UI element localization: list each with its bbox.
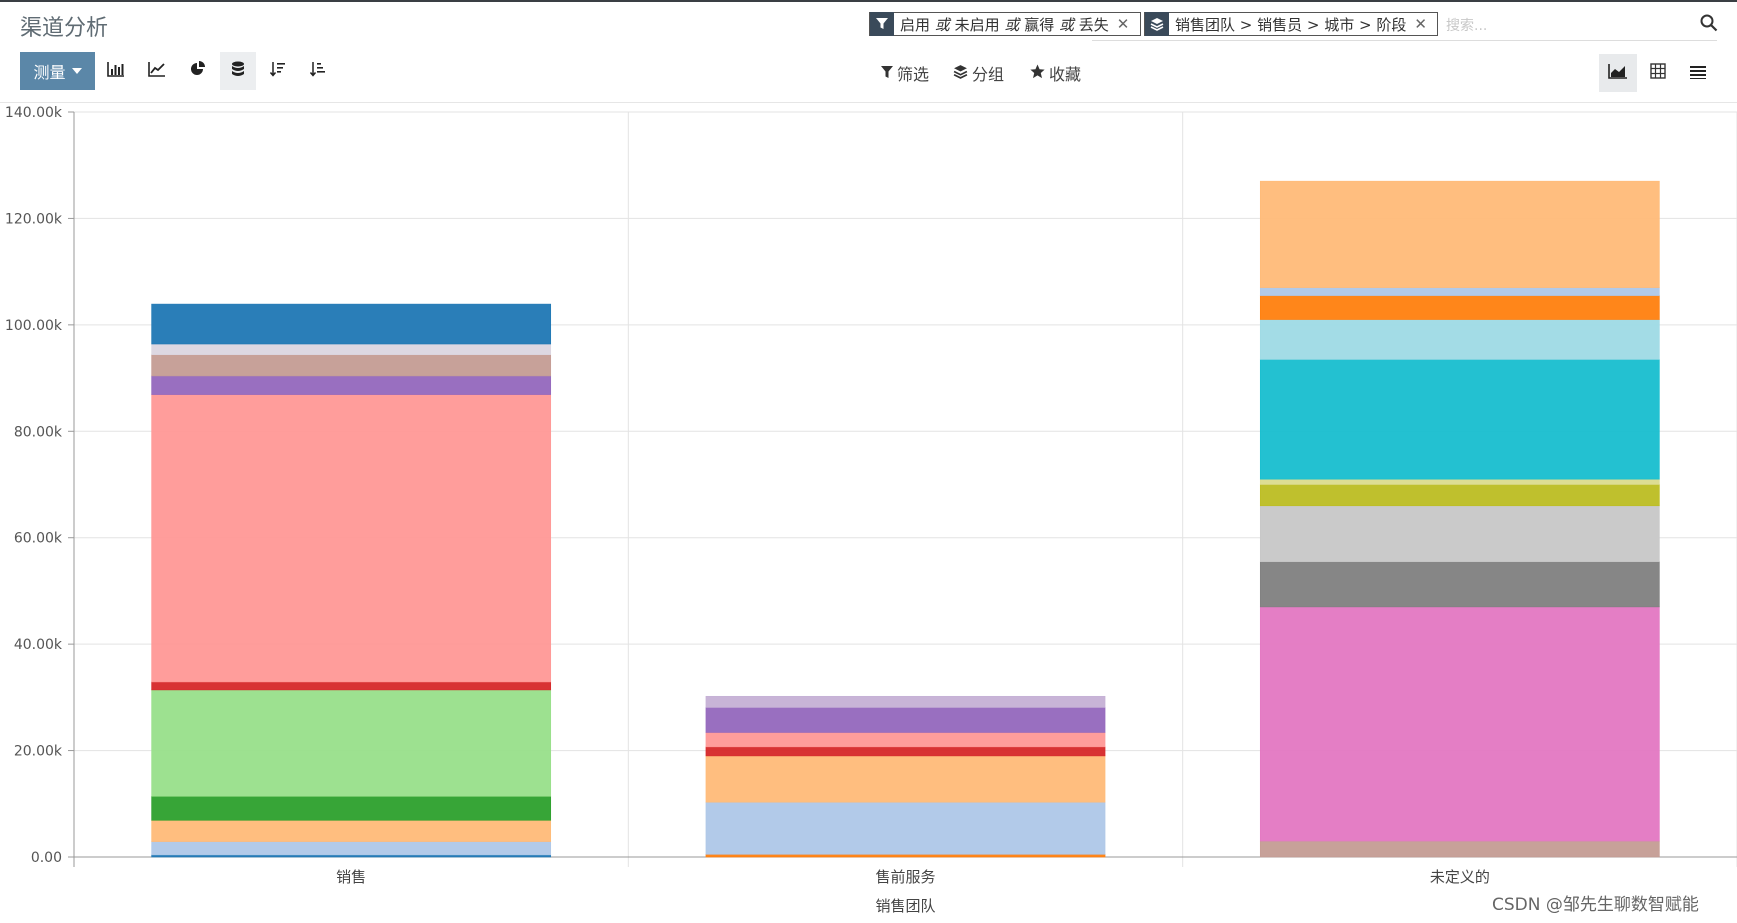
- bar-segment: [705, 732, 1106, 748]
- stacked-bar-chart: 0.00 20.00k 40.00k 60.00k 80.00k 100.00k 120.0…: [5, 105, 1737, 915]
- bar-segment: [1259, 606, 1660, 842]
- y-tick-label: 140.00k: [5, 105, 63, 121]
- x-tick-label: 未定义的: [1430, 868, 1490, 886]
- bar-segment: [151, 681, 552, 691]
- measure-dropdown-button[interactable]: 测量: [20, 52, 95, 90]
- list-view-icon: [1690, 64, 1706, 83]
- groupby-facet-text: 销售团队 > 销售员 > 城市 > 阶段: [1175, 15, 1407, 34]
- filter-icon: [881, 64, 893, 83]
- bar-segment: [151, 796, 552, 821]
- groupby-label: 分组: [972, 65, 1005, 84]
- y-tick-label: 60.00k: [14, 531, 63, 547]
- layers-icon: [1145, 12, 1169, 36]
- bar-segment: [1259, 319, 1660, 360]
- remove-groupby-facet-icon[interactable]: ✕: [1414, 15, 1427, 33]
- filters-label: 筛选: [897, 65, 930, 84]
- bar-chart-button[interactable]: [98, 52, 134, 90]
- sort-ascending-button[interactable]: [300, 52, 336, 90]
- toolbar-divider: [0, 102, 1737, 103]
- y-tick-label: 120.00k: [5, 211, 63, 227]
- pie-chart-button[interactable]: [180, 52, 216, 90]
- y-tick-label: 20.00k: [14, 744, 63, 760]
- page-title: 渠道分析: [20, 16, 109, 41]
- bar-segment: [1259, 359, 1660, 480]
- bar-segment: [705, 746, 1106, 757]
- bar-segment: [151, 354, 552, 377]
- star-icon: [1030, 63, 1045, 83]
- search-icon[interactable]: [1700, 14, 1718, 32]
- sort-asc-icon: [309, 61, 326, 81]
- bar-segment: [1259, 180, 1660, 288]
- bar-segment: [151, 375, 552, 395]
- groupby-facet[interactable]: 销售团队 > 销售员 > 城市 > 阶段 ✕: [1144, 12, 1438, 36]
- filters-button[interactable]: 筛选: [881, 62, 929, 84]
- favorites-button[interactable]: 收藏: [1030, 62, 1081, 84]
- bar-chart-icon: [107, 61, 125, 81]
- bar-segment: [151, 394, 552, 683]
- y-tick-label: 0.00: [31, 850, 62, 866]
- groupby-button[interactable]: 分组: [953, 62, 1004, 84]
- search-underline: [1092, 40, 1717, 41]
- remove-filter-facet-icon[interactable]: ✕: [1116, 15, 1130, 33]
- bar-segment: [705, 854, 1106, 858]
- bar-segment: [151, 689, 552, 797]
- sort-desc-icon: [269, 61, 286, 81]
- search-input[interactable]: [1444, 14, 1678, 38]
- bar-segment: [151, 303, 552, 345]
- bar-segment: [705, 755, 1106, 803]
- filter-facet[interactable]: 启用 或 未启用 或 赢得 或 丢失 ✕: [869, 12, 1141, 36]
- bar-segment: [1259, 840, 1660, 858]
- bar-segment: [1259, 484, 1660, 507]
- y-tick-label: 40.00k: [14, 637, 63, 653]
- bar-segment: [151, 854, 552, 858]
- x-tick-label: 售前服务: [875, 868, 935, 886]
- bar-segment: [1259, 561, 1660, 608]
- filter-icon: [870, 12, 894, 36]
- stacked-toggle-button[interactable]: [220, 52, 256, 90]
- line-chart-button[interactable]: [139, 52, 175, 90]
- stack-icon: [231, 61, 245, 81]
- bar-segment: [151, 841, 552, 856]
- sort-descending-button[interactable]: [260, 52, 296, 90]
- list-view-button[interactable]: [1679, 54, 1717, 92]
- bar-segment: [1259, 478, 1660, 485]
- bar-segment: [1259, 505, 1660, 562]
- bar-segment: [705, 801, 1106, 855]
- graph-view-icon: [1608, 63, 1628, 83]
- bar-segment: [1259, 287, 1660, 296]
- filter-facet-text: 启用 或 未启用 或 赢得 或 丢失: [900, 15, 1109, 34]
- graph-view-button[interactable]: [1599, 54, 1637, 92]
- watermark: CSDN @邹先生聊数智赋能: [1492, 895, 1699, 915]
- bar-segment: [705, 707, 1106, 733]
- favorites-label: 收藏: [1049, 65, 1082, 84]
- x-tick-label: 销售: [336, 868, 366, 886]
- pivot-view-icon: [1650, 63, 1666, 83]
- bar-segment: [151, 819, 552, 842]
- x-axis-label: 销售团队: [875, 897, 935, 915]
- caret-down-icon: [71, 68, 82, 74]
- measure-label: 测量: [33, 63, 66, 82]
- bar-segment: [1259, 295, 1660, 320]
- y-tick-label: 80.00k: [14, 424, 63, 440]
- bar-segment: [151, 343, 552, 355]
- y-tick-label: 100.00k: [5, 318, 63, 334]
- pivot-view-button[interactable]: [1639, 54, 1677, 92]
- bar-segment: [705, 695, 1106, 708]
- layers-icon: [953, 64, 968, 83]
- pie-chart-icon: [190, 61, 206, 81]
- line-chart-icon: [148, 61, 166, 81]
